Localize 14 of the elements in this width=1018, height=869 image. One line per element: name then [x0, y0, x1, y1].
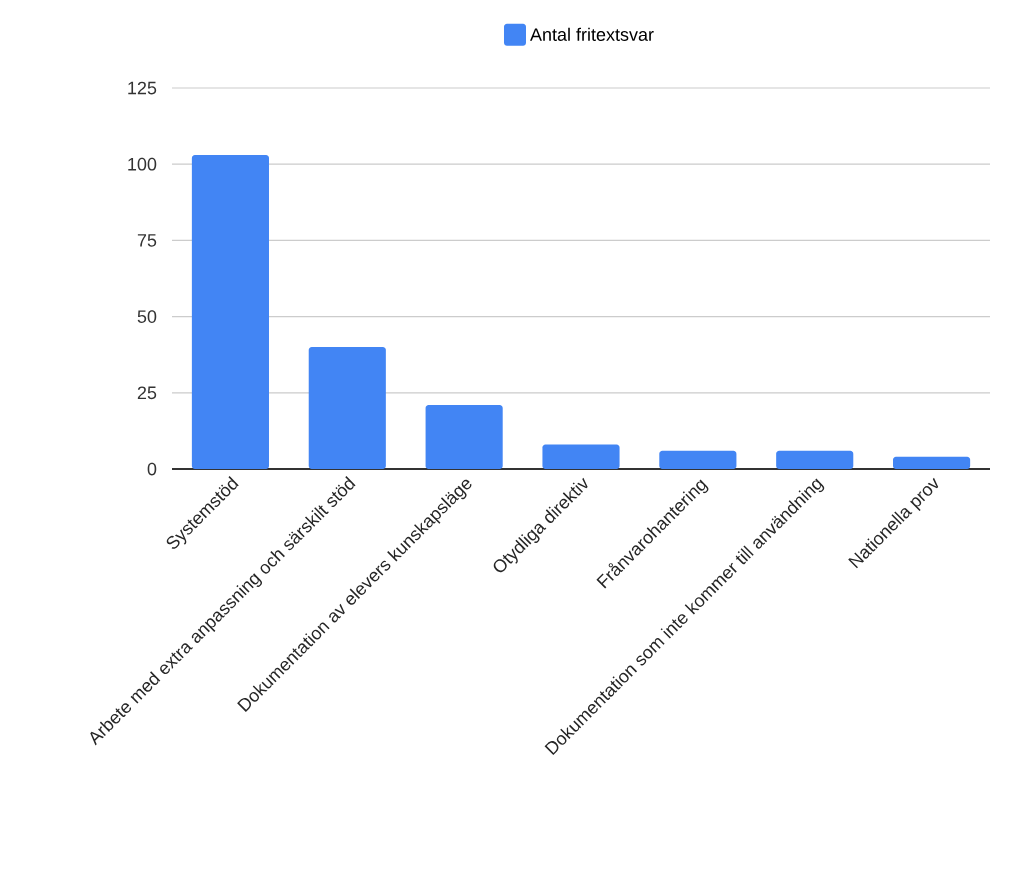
y-tick-label: 0: [147, 462, 157, 476]
y-tick-label: 50: [137, 310, 157, 323]
bar: [542, 444, 620, 469]
bar: [425, 404, 503, 469]
bar: [191, 155, 269, 469]
y-tick-label: 25: [137, 386, 157, 400]
bar: [776, 450, 854, 469]
y-tick-label: 125: [128, 81, 157, 95]
y-tick-label: 75: [137, 234, 157, 247]
bar: [308, 347, 386, 469]
legend-label: Antal fritextsvar: [530, 27, 654, 41]
bar: [659, 450, 737, 469]
y-tick-label: 100: [128, 157, 157, 171]
bar: [893, 456, 971, 469]
